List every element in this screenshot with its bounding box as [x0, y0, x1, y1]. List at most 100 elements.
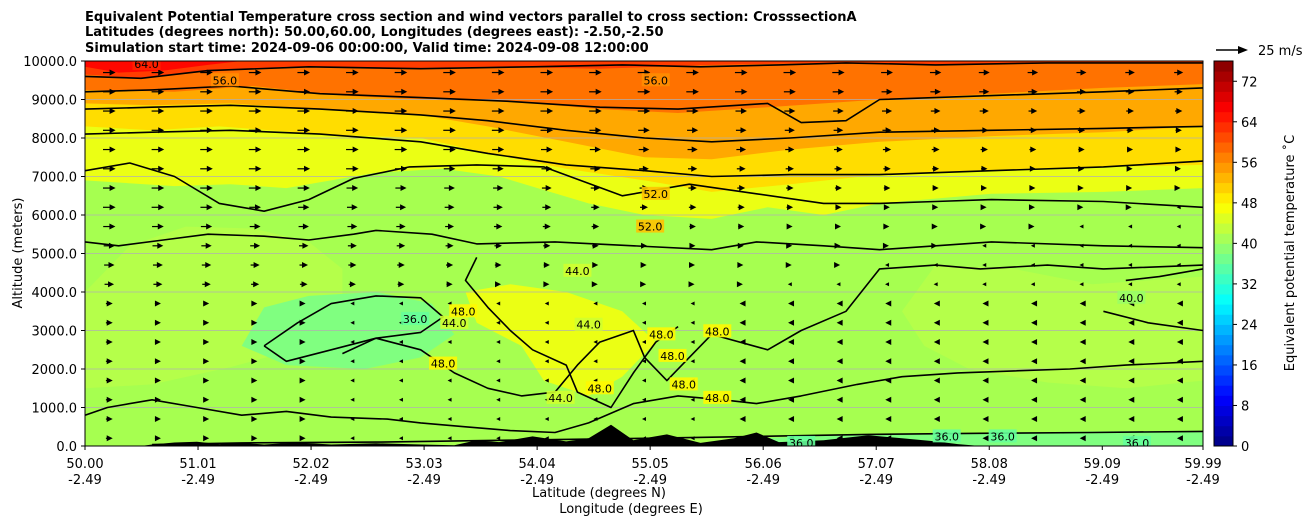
wind-vector	[885, 358, 892, 365]
terrain	[141, 424, 981, 446]
wind-vector	[447, 340, 452, 345]
chart-title: Equivalent Potential Temperature cross s…	[85, 10, 857, 56]
colorbar-tick-label: 24	[1241, 318, 1258, 333]
wind-vector	[397, 281, 405, 288]
contour-label-bg	[1122, 435, 1151, 446]
wind-vector	[982, 243, 987, 248]
wind-vector	[544, 320, 549, 325]
wind-vector	[1176, 435, 1183, 442]
wind-vector	[642, 436, 646, 441]
contour-label: 36.0	[934, 430, 959, 443]
colorbar-segment	[1214, 162, 1233, 173]
colorbar-tick-label: 0	[1241, 440, 1249, 455]
wind-vector	[152, 262, 163, 269]
wind-vector	[980, 146, 988, 153]
wind-vector	[151, 88, 165, 95]
wind-vector	[154, 339, 161, 346]
wind-vector	[398, 397, 403, 402]
wind-vector	[543, 262, 550, 269]
colorbar-segment	[1214, 283, 1233, 295]
wind-vector	[836, 300, 843, 307]
wind-vector	[589, 69, 602, 76]
wind-vector	[784, 127, 795, 134]
wind-vector	[298, 223, 309, 230]
colorbar-segment	[1214, 243, 1233, 254]
contour-line	[85, 360, 1203, 434]
contour-label-bg	[585, 381, 614, 395]
wind-vector	[1076, 88, 1087, 95]
wind-vector	[151, 69, 165, 76]
x-tick-label-lon: -2.49	[1085, 473, 1119, 488]
wind-vector	[1174, 185, 1181, 192]
wind-vector	[1126, 108, 1134, 115]
contour-label: 44.0	[576, 319, 601, 332]
wind-vector	[1175, 108, 1183, 115]
wind-vector	[931, 127, 941, 134]
wind-vector	[151, 146, 165, 153]
y-tick-label: 6000.0	[32, 209, 78, 224]
contour-label: 56.0	[213, 74, 238, 87]
colorbar-segment	[1214, 263, 1233, 275]
wind-vector	[350, 417, 355, 422]
wind-vector	[885, 377, 892, 384]
contour-label-bg	[132, 61, 161, 71]
wind-vector	[638, 146, 650, 153]
wind-vector	[492, 165, 504, 172]
wind-vector	[350, 320, 355, 325]
x-tick-label-lat: 59.99	[1184, 457, 1221, 472]
wind-vector	[248, 146, 262, 153]
wind-vector	[834, 185, 842, 192]
wind-vector	[883, 223, 890, 230]
wind-vector	[642, 301, 646, 306]
wind-vector	[105, 300, 113, 307]
colorbar-segment	[1214, 314, 1233, 325]
wind-vector	[203, 300, 210, 307]
contour-label: 36.0	[403, 313, 428, 326]
wind-vector	[203, 377, 210, 384]
wind-vector	[1175, 127, 1182, 134]
wind-vector	[544, 378, 549, 383]
contour-label: 44.0	[565, 265, 590, 278]
x-tick-label-lat: 54.04	[519, 457, 556, 472]
contour-label-bg	[787, 435, 816, 446]
wind-vector	[834, 165, 843, 172]
wind-vector	[200, 146, 213, 153]
wind-vector	[686, 69, 699, 76]
colorbar-segment	[1214, 344, 1233, 356]
wind-vector	[1031, 358, 1038, 365]
wind-vector	[394, 108, 408, 115]
wind-vector	[1029, 165, 1036, 172]
wind-vector	[836, 282, 841, 287]
title-line-2: Latitudes (degrees north): 50.00,60.00, …	[85, 25, 664, 40]
x-tick-label-lon: -2.49	[294, 473, 328, 488]
contour-label: 48.0	[705, 325, 730, 338]
wind-vector	[1031, 435, 1038, 442]
wind-vector	[1028, 223, 1035, 230]
wind-vector	[688, 262, 695, 269]
wind-vector	[251, 339, 258, 346]
wind-vector	[443, 146, 456, 153]
colorbar-tick-label: 72	[1241, 75, 1258, 90]
wind-vector	[248, 88, 262, 95]
wind-vector	[739, 416, 746, 423]
contour-line	[342, 264, 1203, 397]
wind-vector	[788, 300, 795, 307]
wind-vector	[592, 242, 599, 249]
wind-vector	[1027, 69, 1039, 76]
wind-vector	[885, 300, 892, 307]
wind-vector	[735, 108, 747, 115]
colorbar-segment	[1214, 71, 1233, 82]
wind-vector	[982, 339, 989, 346]
wind-vector	[105, 339, 113, 346]
wind-vector	[882, 242, 889, 249]
contour-label-bg	[669, 377, 698, 391]
wind-vector	[932, 204, 939, 211]
wind-vector	[592, 262, 599, 269]
wind-vector	[151, 204, 165, 211]
contour-label: 36.0	[789, 437, 814, 450]
wind-vector	[1077, 204, 1084, 211]
colorbar-label: Equivalent potential temperature ˚C	[1282, 135, 1298, 371]
colorbar-tick-label: 16	[1241, 359, 1258, 374]
wind-vector	[103, 69, 116, 76]
colorbar-segment	[1214, 111, 1233, 123]
